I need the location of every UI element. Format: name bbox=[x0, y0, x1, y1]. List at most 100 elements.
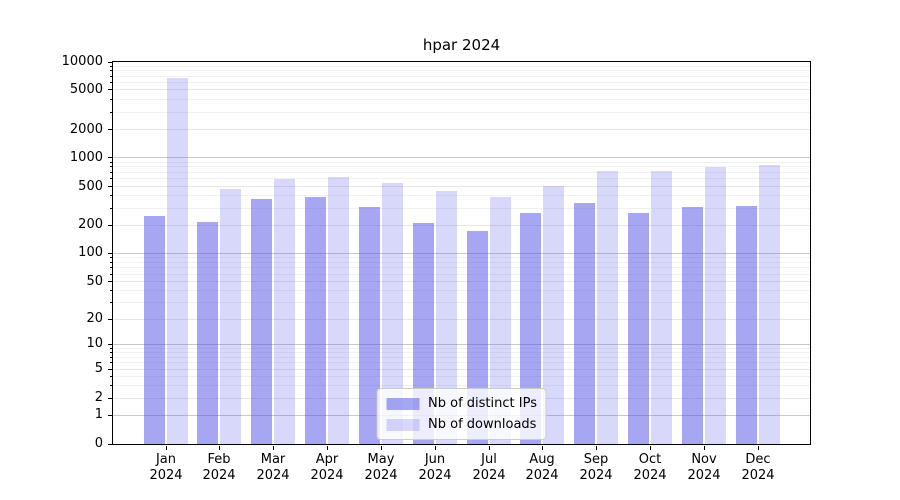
x-tick-aug bbox=[542, 446, 543, 450]
x-tick-label-month: Feb bbox=[207, 452, 231, 467]
gridline-minor-900 bbox=[113, 161, 810, 163]
plot-area: Nb of distinct IPs Nb of downloads bbox=[112, 61, 811, 445]
y-tick-minor-400 bbox=[110, 195, 112, 196]
x-tick-label-apr: Apr 2024 bbox=[295, 452, 359, 483]
bar-distinct-ips-oct bbox=[628, 213, 650, 444]
legend-label-distinct-ips: Nb of distinct IPs bbox=[428, 396, 537, 411]
y-tick-label-2: 2 bbox=[94, 390, 103, 406]
x-tick-jan bbox=[166, 446, 167, 450]
gridline-minor-3000 bbox=[113, 111, 810, 113]
x-tick-may bbox=[381, 446, 382, 450]
gridline-minor-30 bbox=[113, 302, 810, 304]
x-tick-nov bbox=[704, 446, 705, 450]
y-tick-50 bbox=[108, 281, 112, 282]
gridline-minor-700 bbox=[113, 171, 810, 173]
gridline-minor-7 bbox=[113, 356, 810, 358]
gridline-20 bbox=[113, 318, 810, 320]
y-tick-minor-300 bbox=[110, 208, 112, 209]
y-tick-minor-6000 bbox=[110, 82, 112, 83]
x-tick-label-month: Sep bbox=[583, 452, 609, 467]
bar-downloads-oct bbox=[651, 171, 673, 444]
y-tick-5 bbox=[108, 369, 112, 370]
y-tick-1000 bbox=[108, 157, 112, 158]
y-tick-label-20: 20 bbox=[86, 311, 103, 327]
y-tick-minor-4 bbox=[110, 376, 112, 377]
x-tick-feb bbox=[219, 446, 220, 450]
y-tick-label-2000: 2000 bbox=[69, 121, 103, 137]
x-tick-label-month: Jun bbox=[424, 452, 446, 467]
y-tick-label-50: 50 bbox=[86, 273, 103, 289]
bar-distinct-ips-jan bbox=[143, 215, 165, 444]
y-tick-2000 bbox=[108, 129, 112, 130]
x-tick-label-month: Dec bbox=[745, 452, 771, 467]
gridline-minor-80 bbox=[113, 261, 810, 263]
x-tick-label-mar: Mar 2024 bbox=[241, 452, 305, 483]
y-tick-minor-3000 bbox=[110, 112, 112, 113]
bar-downloads-jun bbox=[435, 190, 457, 444]
y-tick-label-1: 1 bbox=[94, 407, 103, 423]
x-tick-label-month: Jul bbox=[481, 452, 497, 467]
gridline-100 bbox=[113, 252, 810, 254]
bar-downloads-may bbox=[381, 182, 403, 444]
legend-swatch-downloads bbox=[386, 418, 420, 431]
legend-item-distinct-ips: Nb of distinct IPs bbox=[386, 396, 537, 411]
y-tick-minor-7000 bbox=[110, 76, 112, 77]
y-tick-minor-900 bbox=[110, 162, 112, 163]
y-tick-200 bbox=[108, 225, 112, 226]
gridline-minor-8000 bbox=[113, 70, 810, 72]
x-tick-label-year: 2024 bbox=[579, 467, 613, 483]
legend-swatch-distinct-ips bbox=[386, 397, 420, 410]
y-tick-label-1000: 1000 bbox=[69, 149, 103, 165]
bar-distinct-ips-sep bbox=[574, 202, 596, 444]
y-tick-5000 bbox=[108, 89, 112, 90]
x-tick-label-month: Nov bbox=[691, 452, 717, 467]
chart-title: hpar 2024 bbox=[422, 36, 501, 54]
gridline-minor-60 bbox=[113, 273, 810, 275]
x-tick-label-feb: Feb 2024 bbox=[187, 452, 251, 483]
gridline-10 bbox=[113, 343, 810, 345]
y-tick-label-200: 200 bbox=[78, 217, 103, 233]
bar-distinct-ips-nov bbox=[682, 206, 703, 444]
gridline-minor-6 bbox=[113, 362, 810, 364]
x-tick-label-oct: Oct 2024 bbox=[618, 452, 682, 483]
gridline-200 bbox=[113, 224, 810, 226]
gridline-minor-3 bbox=[113, 384, 810, 386]
x-tick-label-aug: Aug 2024 bbox=[510, 452, 574, 483]
x-tick-label-month: Mar bbox=[260, 452, 286, 467]
gridline-minor-40 bbox=[113, 290, 810, 292]
x-tick-label-year: 2024 bbox=[149, 467, 183, 483]
y-tick-minor-800 bbox=[110, 166, 112, 167]
bar-downloads-mar bbox=[274, 178, 296, 444]
gridline-minor-400 bbox=[113, 195, 810, 197]
gridline-minor-6000 bbox=[113, 82, 810, 84]
bar-distinct-ips-aug bbox=[520, 213, 542, 444]
x-tick-label-month: May bbox=[367, 452, 395, 467]
x-tick-label-year: 2024 bbox=[741, 467, 775, 483]
gridline-minor-7000 bbox=[113, 75, 810, 77]
x-tick-label-may: May 2024 bbox=[349, 452, 413, 483]
y-tick-20 bbox=[108, 319, 112, 320]
x-tick-label-year: 2024 bbox=[256, 467, 290, 483]
gridline-minor-600 bbox=[113, 178, 810, 180]
x-tick-sep bbox=[596, 446, 597, 450]
y-tick-minor-3 bbox=[110, 385, 112, 386]
y-tick-minor-6 bbox=[110, 362, 112, 363]
y-tick-label-0: 0 bbox=[94, 436, 103, 451]
x-tick-label-year: 2024 bbox=[472, 467, 506, 483]
gridline-500 bbox=[113, 186, 810, 188]
y-tick-minor-8000 bbox=[110, 70, 112, 71]
x-tick-label-month: Apr bbox=[315, 452, 339, 467]
gridline-minor-9 bbox=[113, 347, 810, 349]
gridline-minor-300 bbox=[113, 207, 810, 209]
y-tick-minor-4000 bbox=[110, 99, 112, 100]
legend-label-downloads: Nb of downloads bbox=[428, 417, 537, 432]
gridline-2000 bbox=[113, 129, 810, 131]
y-tick-minor-9000 bbox=[110, 66, 112, 67]
x-tick-label-month: Aug bbox=[529, 452, 555, 467]
x-tick-label-year: 2024 bbox=[525, 467, 559, 483]
x-tick-label-dec: Dec 2024 bbox=[726, 452, 790, 483]
bar-distinct-ips-mar bbox=[251, 198, 273, 444]
y-tick-100 bbox=[108, 253, 112, 254]
y-tick-10000 bbox=[108, 62, 112, 63]
